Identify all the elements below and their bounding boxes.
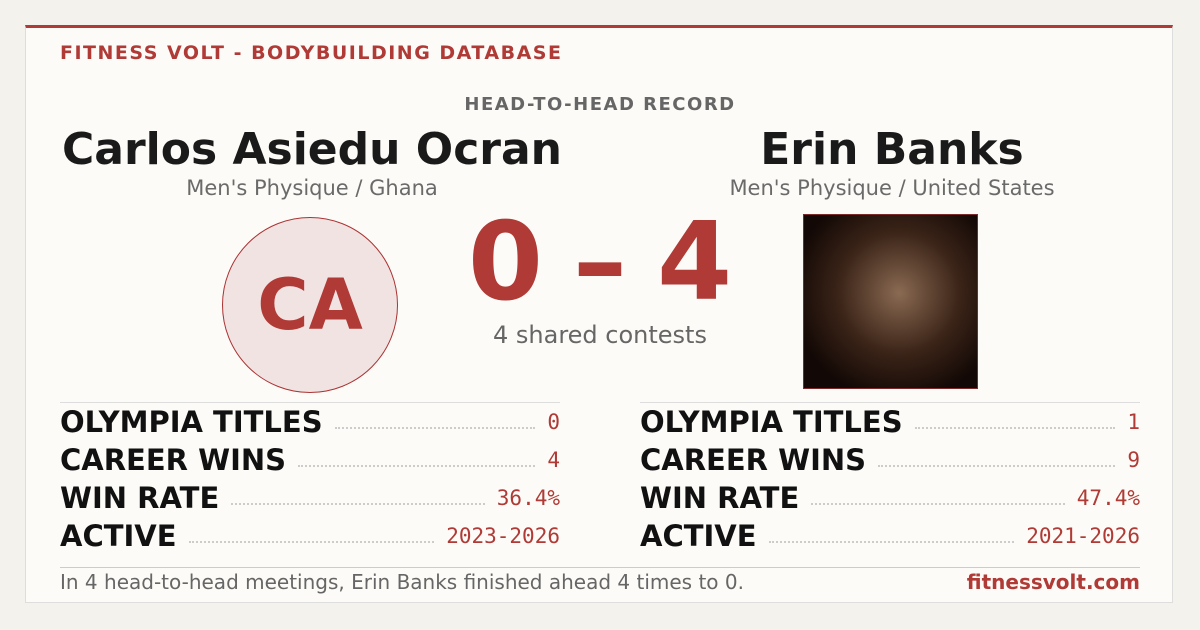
- leader: [298, 465, 536, 467]
- score: 0 – 4: [400, 200, 800, 325]
- score-right: 4: [657, 200, 733, 325]
- stat-label: OLYMPIA TITLES: [640, 405, 903, 439]
- stat-label: ACTIVE: [640, 519, 757, 553]
- stat-row: OLYMPIA TITLES 1: [640, 403, 1140, 441]
- stat-value: 1: [1127, 410, 1140, 434]
- right-division: Men's Physique / United States: [729, 176, 1055, 200]
- shared-contests: 4 shared contests: [493, 321, 707, 349]
- stat-row: ACTIVE 2021-2026: [640, 517, 1140, 555]
- stat-label: WIN RATE: [640, 481, 800, 515]
- stat-row: OLYMPIA TITLES 0: [60, 403, 560, 441]
- right-name: Erin Banks: [760, 124, 1024, 175]
- right-photo: [803, 214, 978, 389]
- card: [25, 25, 1173, 603]
- stat-label: CAREER WINS: [640, 443, 867, 477]
- left-division: Men's Physique / Ghana: [186, 176, 438, 200]
- stat-row: CAREER WINS 9: [640, 441, 1140, 479]
- left-avatar: CA: [222, 217, 398, 393]
- stat-row: WIN RATE 36.4%: [60, 479, 560, 517]
- leader: [914, 427, 1116, 429]
- matchup-label: HEAD-TO-HEAD RECORD: [464, 94, 736, 115]
- stat-value: 36.4%: [496, 486, 560, 510]
- stat-label: ACTIVE: [60, 519, 177, 553]
- stat-label: OLYMPIA TITLES: [60, 405, 323, 439]
- stat-value: 4: [547, 448, 560, 472]
- summary: In 4 head-to-head meetings, Erin Banks f…: [60, 570, 744, 594]
- leader: [768, 541, 1015, 543]
- site: fitnessvolt.com: [966, 570, 1140, 594]
- brand: FITNESS VOLT - BODYBUILDING DATABASE: [60, 42, 563, 64]
- leader: [811, 503, 1065, 505]
- stat-value: 2021-2026: [1026, 524, 1140, 548]
- leader: [188, 541, 435, 543]
- footer: In 4 head-to-head meetings, Erin Banks f…: [60, 567, 1140, 594]
- leader: [878, 465, 1116, 467]
- leader: [334, 427, 536, 429]
- score-separator: –: [573, 200, 627, 325]
- stat-label: WIN RATE: [60, 481, 220, 515]
- stat-value: 2023-2026: [446, 524, 560, 548]
- leader: [231, 503, 485, 505]
- stat-label: CAREER WINS: [60, 443, 287, 477]
- right-stats: OLYMPIA TITLES 1 CAREER WINS 9 WIN RATE 47.4%…: [640, 402, 1140, 555]
- stat-value: 0: [547, 410, 560, 434]
- left-stats: OLYMPIA TITLES 0 CAREER WINS 4 WIN RATE 36.4%…: [60, 402, 560, 555]
- left-name: Carlos Asiedu Ocran: [61, 124, 562, 175]
- stat-value: 9: [1127, 448, 1140, 472]
- stat-row: CAREER WINS 4: [60, 441, 560, 479]
- stat-value: 47.4%: [1076, 486, 1140, 510]
- stat-row: ACTIVE 2023-2026: [60, 517, 560, 555]
- score-left: 0: [467, 200, 543, 325]
- stat-row: WIN RATE 47.4%: [640, 479, 1140, 517]
